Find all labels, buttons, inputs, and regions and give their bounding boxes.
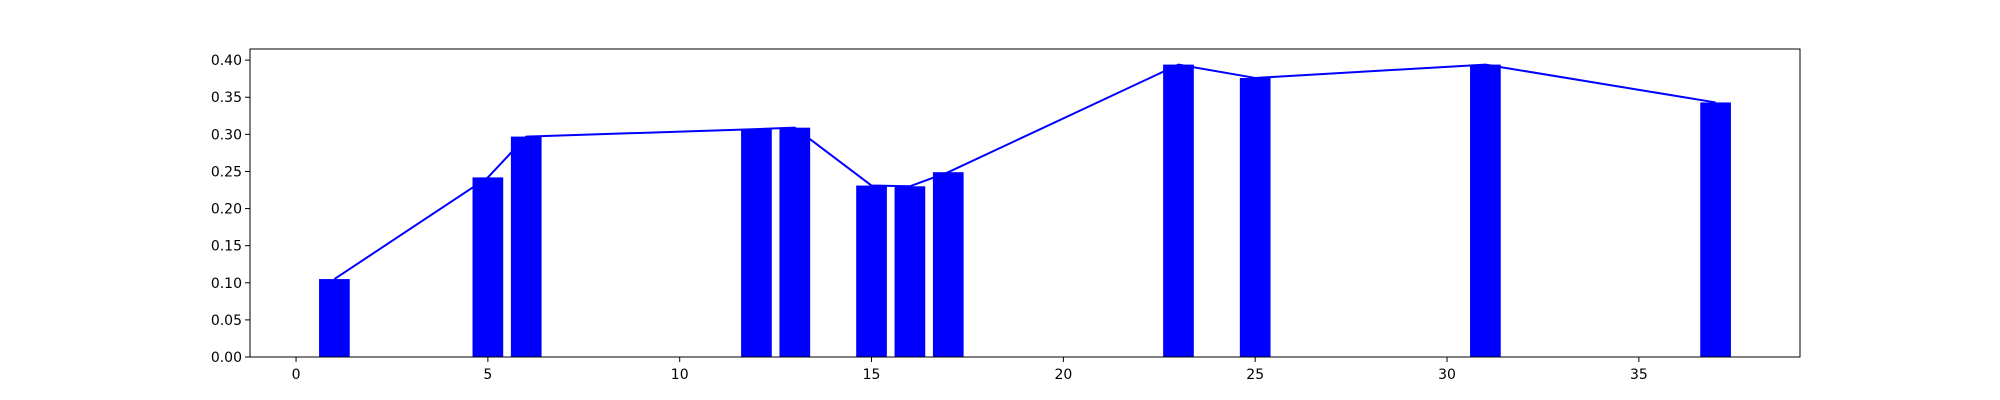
bar-1 (472, 177, 504, 357)
bar-0 (319, 279, 350, 357)
y-tick-label-8: 0.40 (211, 53, 242, 69)
x-tick-label-0: 0 (292, 367, 301, 383)
bar-5 (856, 185, 887, 357)
x-tick-label-2: 10 (671, 367, 689, 383)
y-tick-label-2: 0.10 (211, 276, 242, 292)
x-tick-label-4: 20 (1054, 367, 1072, 383)
bar-8 (1163, 64, 1194, 357)
y-tick-label-1: 0.05 (211, 313, 242, 329)
x-tick-label-6: 30 (1438, 367, 1456, 383)
bar-6 (894, 186, 926, 357)
bar-9 (1239, 77, 1271, 357)
y-tick-label-7: 0.35 (211, 90, 242, 106)
bar-4 (779, 127, 811, 357)
ticks-layer: 0 5 10 15 20 25 30 35 0.00 0.05 0.10 0.15 0.20 0.25 0.… (211, 53, 1648, 383)
x-tick-label-5: 25 (1246, 367, 1264, 383)
y-tick-label-6: 0.30 (211, 127, 242, 143)
x-tick-label-3: 15 (863, 367, 881, 383)
axes-layer (249, 48, 1801, 358)
y-tick-label-4: 0.20 (211, 202, 242, 218)
bar-3 (741, 129, 772, 357)
bar-11 (1700, 102, 1731, 357)
line-layer (333, 63, 1716, 280)
bar-2 (510, 136, 542, 357)
bars-layer (319, 64, 1731, 357)
y-tick-label-5: 0.25 (211, 164, 242, 180)
y-tick-label-3: 0.15 (211, 239, 242, 255)
bar-7 (932, 172, 964, 357)
series-line (333, 63, 1716, 280)
x-tick-label-7: 35 (1630, 367, 1648, 383)
plot-frame (249, 48, 1801, 358)
y-tick-label-0: 0.00 (211, 350, 242, 366)
bar-10 (1470, 64, 1501, 357)
x-tick-label-1: 5 (483, 367, 492, 383)
